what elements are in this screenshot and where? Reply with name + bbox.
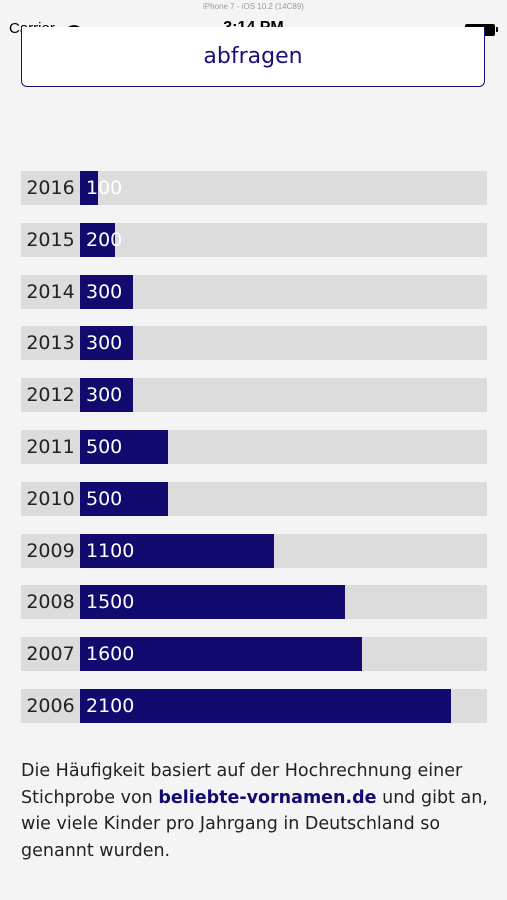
bar-value-label: 300 (86, 281, 123, 303)
year-label: 2015 (26, 229, 75, 251)
simulator-title: iPhone 7 - iOS 10.2 (14C89) (203, 2, 304, 11)
bar-value-label: 500 (86, 436, 123, 458)
source-link[interactable]: beliebte-vornamen.de (158, 787, 377, 808)
year-label: 2013 (26, 332, 75, 354)
bar-track (21, 171, 487, 205)
bar (80, 378, 133, 412)
year-label: 2008 (26, 591, 75, 613)
year-label: 2006 (26, 695, 75, 717)
bar (80, 534, 274, 568)
bar (80, 585, 345, 619)
bar-value-label: 300 (86, 332, 123, 354)
footnote-text-after: und gibt an, wie viele Kinder pro Jahrga… (21, 787, 488, 861)
year-label: 2007 (26, 643, 75, 665)
bar-value-label: 500 (86, 488, 123, 510)
bar (80, 223, 115, 257)
bar (80, 482, 168, 516)
bar-value-label: 1100 (86, 540, 135, 562)
footnote-text-before: Die Häufigkeit basiert auf der Hochrechn… (21, 761, 463, 808)
year-label: 2009 (26, 540, 75, 562)
bar (80, 689, 451, 723)
year-label: 2014 (26, 281, 75, 303)
bar (80, 430, 168, 464)
year-label: 2010 (26, 488, 75, 510)
query-button[interactable]: abfragen (21, 27, 485, 87)
bar (80, 326, 133, 360)
bar (80, 637, 362, 671)
year-label: 2016 (26, 177, 75, 199)
bar-value-label: 100 (86, 177, 123, 199)
year-label: 2011 (26, 436, 75, 458)
bar-value-label: 200 (86, 229, 123, 251)
bar-value-label: 300 (86, 384, 123, 406)
year-label: 2012 (26, 384, 75, 406)
bar-value-label: 1500 (86, 591, 135, 613)
bar (80, 171, 98, 205)
bar-value-label: 2100 (86, 695, 135, 717)
footnote: Die Häufigkeit basiert auf der Hochrechn… (21, 758, 491, 864)
bar-value-label: 1600 (86, 643, 135, 665)
bar (80, 275, 133, 309)
